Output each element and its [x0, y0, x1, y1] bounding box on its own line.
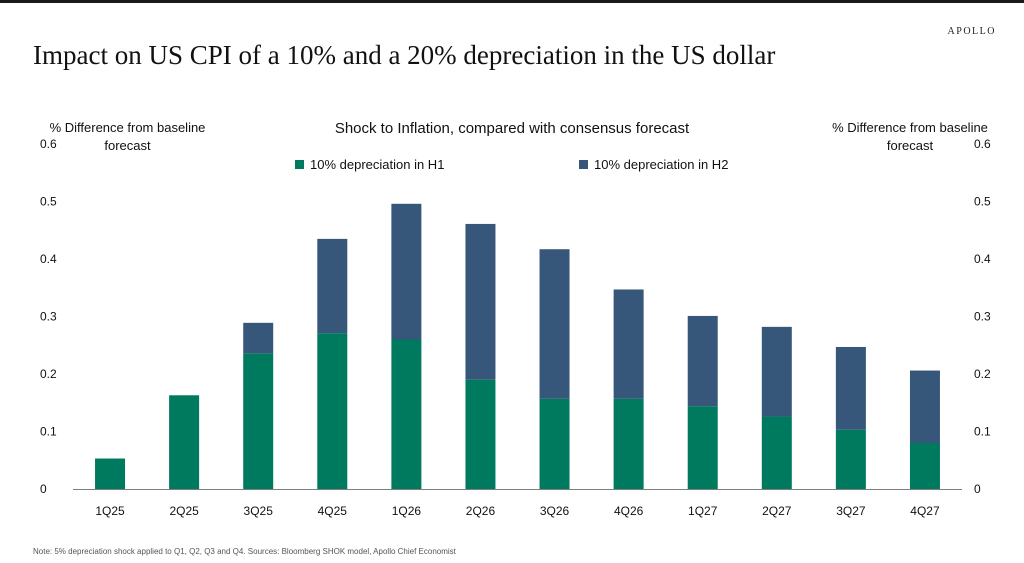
y-tick-label-left: 0.6	[40, 137, 57, 151]
y-tick-label-left: 0.2	[40, 367, 57, 381]
bar-4Q26-series-2	[613, 289, 644, 399]
x-tick-label: 2Q27	[762, 504, 792, 518]
bar-4Q26-series-1	[613, 398, 644, 489]
y-axis-label-left: % Difference from baseline forecast	[49, 120, 206, 153]
legend-label-h2: 10% depreciation in H2	[594, 157, 729, 172]
bar-1Q26-series-1	[391, 339, 422, 489]
bar-4Q25-series-1	[317, 333, 348, 489]
bar-4Q27-series-2	[909, 370, 940, 443]
legend-item-h1: 10% depreciation in H1	[295, 157, 444, 172]
x-tick-label: 3Q27	[836, 504, 866, 518]
bar-3Q26-series-1	[539, 398, 570, 489]
bar-1Q26-series-2	[391, 203, 422, 340]
brand-logo: APOLLO	[947, 26, 996, 37]
bar-1Q25-series-1	[95, 458, 126, 489]
y-tick-label-right: 0	[974, 482, 981, 496]
bar-2Q26-series-1	[465, 379, 496, 489]
bar-3Q27-series-2	[835, 346, 866, 430]
x-tick-label: 4Q25	[318, 504, 348, 518]
page-title: Impact on US CPI of a 10% and a 20% depr…	[33, 40, 776, 70]
bar-3Q25-series-2	[243, 322, 274, 354]
x-tick-label: 1Q27	[688, 504, 718, 518]
bar-3Q27-series-1	[835, 429, 866, 489]
bar-4Q27-series-1	[909, 443, 940, 489]
y-tick-label-right: 0.3	[974, 310, 991, 324]
x-tick-label: 2Q25	[169, 504, 199, 518]
footnote: Note: 5% depreciation shock applied to Q…	[33, 547, 456, 556]
x-tick-label: 3Q26	[540, 504, 570, 518]
legend-item-h2: 10% depreciation in H2	[579, 157, 728, 172]
x-tick-label: 4Q27	[910, 504, 940, 518]
legend-label-h1: 10% depreciation in H1	[310, 157, 445, 172]
y-tick-label-left: 0.4	[40, 252, 57, 266]
bar-2Q27-series-2	[761, 326, 792, 417]
y-tick-label-left: 0.3	[40, 310, 57, 324]
x-tick-label: 2Q26	[466, 504, 496, 518]
legend-swatch-h2	[579, 160, 588, 169]
top-rule	[0, 0, 1024, 3]
y-tick-label-left: 0.5	[40, 195, 57, 209]
y-tick-label-left: 0	[40, 482, 47, 496]
bar-1Q27-series-2	[687, 315, 718, 407]
legend-swatch-h1	[295, 160, 304, 169]
y-tick-label-right: 0.1	[974, 425, 991, 439]
bar-2Q26-series-2	[465, 223, 496, 380]
y-axis-label-right: % Difference from baseline forecast	[832, 120, 988, 153]
x-tick-label: 4Q26	[614, 504, 644, 518]
y-tick-label-right: 0.4	[974, 252, 991, 266]
bar-2Q25-series-1	[169, 395, 200, 489]
bar-3Q26-series-2	[539, 249, 570, 399]
bar-3Q25-series-1	[243, 353, 274, 489]
y-tick-label-right: 0.6	[974, 137, 991, 151]
x-tick-label: 1Q25	[95, 504, 125, 518]
x-tick-label: 1Q26	[392, 504, 422, 518]
bar-4Q25-series-2	[317, 238, 348, 334]
bar-2Q27-series-1	[761, 416, 792, 489]
x-tick-label: 3Q25	[244, 504, 274, 518]
bar-1Q27-series-1	[687, 406, 718, 489]
y-tick-label-left: 0.1	[40, 425, 57, 439]
chart-title: Shock to Inflation, compared with consen…	[334, 120, 690, 137]
y-tick-label-right: 0.2	[974, 367, 991, 381]
y-tick-label-right: 0.5	[974, 195, 991, 209]
